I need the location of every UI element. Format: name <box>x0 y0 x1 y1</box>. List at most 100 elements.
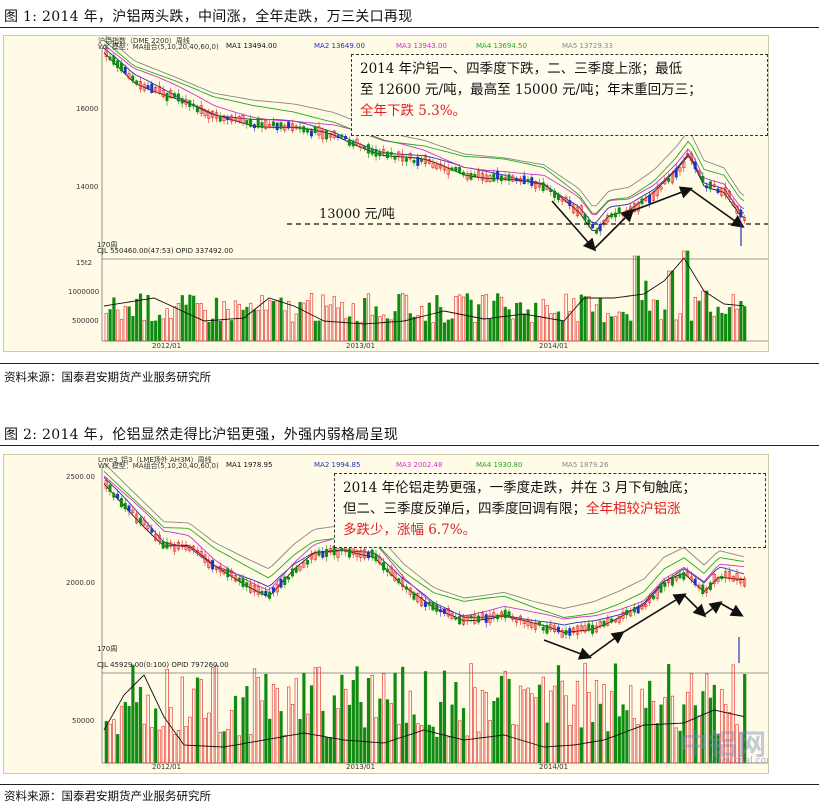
figure1-candle-109 <box>518 178 522 183</box>
figure2-volume-bar-85 <box>427 724 431 764</box>
figure1-candle-52 <box>302 126 306 133</box>
figure2-volume-bar-89 <box>442 670 447 764</box>
figure2-candle-21 <box>184 544 188 550</box>
figure2-volume-bar-19 <box>176 729 181 764</box>
figure1-note-line1: 2014 年沪铝一、四季度下跌，二、三季度上涨；最低 <box>360 61 683 77</box>
figure2-trend-arrow-6 <box>719 602 744 617</box>
figure2-candle-13 <box>154 534 158 541</box>
figure2-candle-148 <box>667 580 671 584</box>
figure2-volume-bar-50 <box>294 678 298 764</box>
figure2-candle-165 <box>731 576 735 582</box>
figure1-candle-62 <box>340 134 344 138</box>
figure1-voltick-2: 500000 <box>72 317 99 325</box>
figure2-candle-47 <box>283 576 287 586</box>
figure1-candle-103 <box>496 171 500 179</box>
figure2-note-line2-red: 全年相较沪铝涨 <box>586 501 681 517</box>
figure1-candle-151 <box>678 167 682 172</box>
figure1-volume-bar-166 <box>735 308 739 342</box>
figure1-volume-bar-92 <box>454 296 458 342</box>
figure2-candle-85 <box>427 601 431 606</box>
figure1-volume-bar-56 <box>317 320 321 342</box>
figure2-candle-90 <box>446 608 450 617</box>
figure1-volume-bar-5 <box>123 306 127 342</box>
figure2-candle-26 <box>203 554 207 563</box>
figure2-volume-bar-29 <box>214 664 219 764</box>
figure1-note-line2: 至 12600 元/吨，最高至 15000 元/吨；年末重回万三； <box>360 82 702 98</box>
figure2-volume-bar-8 <box>135 702 139 764</box>
figure2-volume-bar-28 <box>211 667 215 764</box>
figure2-candle-163 <box>724 571 728 579</box>
figure1-candle-11 <box>146 85 150 90</box>
figure1-title: 图 1: 2014 年，沪铝两头跌，中间涨，全年走跌，万三关口再现 <box>4 9 413 25</box>
figure1-volume-bar-58 <box>325 305 329 342</box>
figure2-volume-bar-119 <box>556 665 561 764</box>
figure2-volume-bar-4 <box>119 706 124 764</box>
figure2-volume-bar-139 <box>632 718 637 764</box>
figure1-volume-bar-21 <box>184 304 188 342</box>
figure1-trend-arrow-1 <box>551 200 597 252</box>
figure1-volume-bar-68 <box>363 297 367 342</box>
figure2-candle-166 <box>735 573 739 581</box>
figure2-volume-bar-98 <box>477 731 481 764</box>
figure2-volume-bar-138 <box>629 685 633 764</box>
figure1-candle-58 <box>325 129 329 140</box>
figure1-candle-76 <box>393 155 397 160</box>
figure1-volume-bar-86 <box>431 322 435 342</box>
figure1-volume-bar-154 <box>689 320 694 342</box>
figure2-volume-bar-144 <box>651 701 656 764</box>
figure2-candle-118 <box>553 625 557 632</box>
figure1-volume-bar-117 <box>549 313 553 342</box>
figure1-candle-48 <box>287 121 291 129</box>
figure2-legend-ma1: MA1 1978.95 <box>226 461 273 469</box>
figure1-volume-bar-120 <box>560 320 564 342</box>
figure2-volume-bar-0 <box>104 721 108 764</box>
figure2-volume-bar-13 <box>154 708 158 764</box>
figure1-candle-129 <box>594 229 598 234</box>
figure1-volume-bar-90 <box>446 319 450 342</box>
figure2-candle-24 <box>195 549 199 553</box>
figure1-candle-23 <box>192 103 196 107</box>
figure2-volume-bar-97 <box>473 687 477 764</box>
figure2-volume-bar-78 <box>401 666 405 764</box>
figure1-candle-105 <box>503 177 507 181</box>
figure1-volume-bar-94 <box>461 296 466 342</box>
figure1-volume-bar-101 <box>488 318 492 342</box>
figure1-candle-160 <box>712 184 716 188</box>
figure2-candle-10 <box>142 519 146 526</box>
figure1-candle-116 <box>545 185 549 190</box>
figure1-candle-99 <box>480 172 484 181</box>
figure2-volume-bar-121 <box>564 695 568 764</box>
figure2-volume-bar-126 <box>583 662 587 764</box>
figure2-volume-bar-30 <box>218 731 222 764</box>
figure2-volume-bar-16 <box>165 668 169 764</box>
figure2-volume-bar-77 <box>397 723 401 764</box>
figure2-volume-bar-82 <box>416 723 420 764</box>
figure2-volume-bar-102 <box>492 701 496 764</box>
figure1-volume-bar-135 <box>617 311 621 342</box>
figure1-volume-bar-112 <box>530 322 534 342</box>
figure1-candle-112 <box>530 177 534 186</box>
figure2-candle-41 <box>260 590 264 595</box>
figure2-candle-103 <box>496 614 500 620</box>
figure1-candle-123 <box>572 203 576 214</box>
figure2-volume-bar-64 <box>347 704 352 764</box>
figure1-candle-32 <box>226 116 230 121</box>
figure1-note-red: 全年下跌 5.3%。 <box>360 103 467 119</box>
figure2-candle-1 <box>108 484 112 492</box>
figure1-candle-93 <box>458 167 462 173</box>
figure1-volume-bar-76 <box>393 311 397 342</box>
figure2-candle-53 <box>306 560 310 565</box>
figure1-volume-bar-115 <box>541 299 545 342</box>
figure1-candle-7 <box>131 75 135 81</box>
figure2-source-rule <box>0 784 819 785</box>
figure1-volume-bar-91 <box>450 318 454 342</box>
figure1-candle-65 <box>351 140 355 147</box>
figure2-volume-bar-110 <box>522 689 526 764</box>
figure2-volume-bar-90 <box>446 736 450 764</box>
figure1-candle-71 <box>374 149 378 157</box>
figure1-candle-8 <box>135 80 139 85</box>
figure1-volume-bar-69 <box>366 293 371 342</box>
figure1-volume-bar-15 <box>161 318 165 342</box>
figure1-candle-134 <box>613 212 617 218</box>
figure2-candle-64 <box>347 548 351 558</box>
